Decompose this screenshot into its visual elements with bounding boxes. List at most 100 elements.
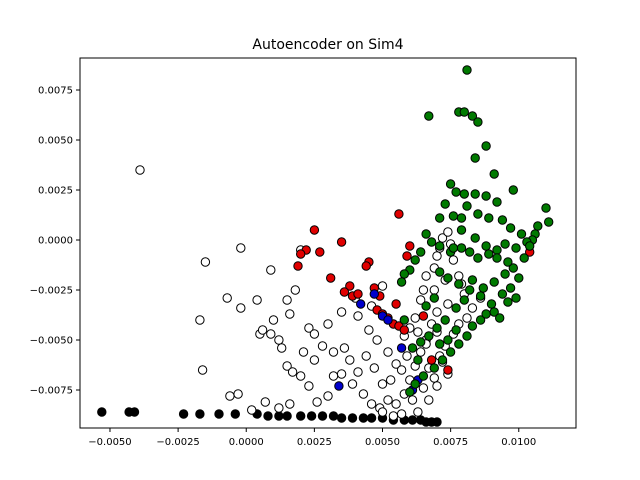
- data-point: [388, 411, 399, 421]
- data-point: [356, 299, 366, 309]
- data-point: [309, 329, 320, 339]
- data-point: [489, 277, 499, 287]
- data-point: [383, 315, 393, 325]
- data-point: [492, 245, 502, 255]
- data-point: [364, 325, 374, 335]
- data-point: [197, 365, 208, 375]
- data-point: [377, 379, 388, 389]
- data-point: [323, 319, 333, 329]
- data-point: [394, 209, 404, 219]
- data-point: [473, 253, 483, 263]
- data-point: [336, 413, 347, 423]
- data-point: [405, 387, 415, 397]
- data-point: [225, 391, 235, 401]
- data-point: [443, 227, 453, 237]
- data-point: [432, 323, 442, 333]
- data-point: [353, 311, 363, 321]
- data-point: [429, 293, 439, 303]
- data-point: [481, 309, 491, 319]
- data-point: [347, 379, 358, 389]
- data-point: [293, 261, 303, 271]
- x-tick-label: −0.0025: [156, 437, 199, 448]
- data-point: [456, 243, 467, 253]
- data-point: [454, 339, 464, 349]
- data-point: [274, 411, 284, 421]
- data-point: [230, 409, 241, 419]
- data-point: [345, 281, 355, 291]
- data-point: [443, 273, 453, 283]
- data-point: [178, 409, 189, 419]
- data-point: [421, 271, 431, 281]
- data-point: [268, 315, 279, 325]
- data-point: [282, 361, 292, 371]
- data-point: [410, 255, 420, 265]
- y-tick-label: 0.0050: [38, 136, 73, 147]
- data-point: [459, 189, 469, 199]
- data-point: [503, 297, 513, 307]
- data-point: [418, 311, 429, 321]
- x-tick-label: 0.0025: [297, 437, 332, 448]
- data-point: [448, 243, 459, 253]
- data-point: [339, 343, 350, 353]
- data-point: [454, 279, 464, 289]
- data-point: [129, 407, 140, 417]
- x-tick-label: 0.0075: [433, 437, 468, 448]
- data-point: [418, 383, 429, 393]
- data-point: [424, 111, 434, 121]
- data-point: [467, 321, 478, 331]
- data-point: [424, 331, 434, 341]
- data-point: [413, 327, 423, 337]
- data-point: [97, 407, 107, 417]
- data-point: [317, 411, 328, 421]
- data-point: [222, 293, 232, 303]
- data-point: [429, 285, 439, 295]
- data-point: [328, 411, 339, 421]
- data-point: [544, 217, 554, 227]
- data-point: [287, 367, 298, 377]
- x-tick-label: 0.0100: [501, 437, 536, 448]
- y-tick-label: −0.0075: [30, 386, 73, 397]
- data-point: [448, 255, 459, 265]
- data-point: [459, 107, 469, 117]
- data-point: [516, 229, 527, 239]
- data-point: [277, 343, 287, 353]
- data-point: [369, 289, 379, 299]
- data-point: [514, 273, 524, 283]
- data-point: [492, 253, 502, 263]
- data-point: [413, 407, 423, 417]
- data-point: [257, 325, 268, 335]
- data-point: [426, 237, 437, 247]
- x-tick-label: 0.0050: [365, 437, 400, 448]
- data-point: [511, 293, 521, 303]
- data-point: [465, 247, 475, 257]
- data-point: [353, 289, 363, 299]
- data-point: [407, 415, 418, 425]
- data-point: [274, 335, 284, 345]
- data-point: [440, 199, 450, 209]
- data-point: [309, 225, 320, 235]
- data-point: [416, 337, 426, 347]
- plot-area-frame: [79, 57, 577, 429]
- data-point: [451, 303, 461, 313]
- data-point: [467, 303, 478, 313]
- data-point: [366, 413, 377, 423]
- data-point: [519, 253, 529, 263]
- data-point: [497, 215, 508, 225]
- data-point: [296, 411, 306, 421]
- data-point: [508, 185, 518, 195]
- data-point: [456, 213, 467, 223]
- data-point: [470, 153, 480, 163]
- data-point: [391, 299, 401, 309]
- data-point: [236, 303, 246, 313]
- data-point: [418, 285, 429, 295]
- data-point: [298, 347, 309, 357]
- data-point: [473, 117, 483, 127]
- data-point: [484, 249, 494, 259]
- data-point: [429, 373, 439, 383]
- data-point: [358, 413, 369, 423]
- data-point: [503, 257, 513, 267]
- x-tick-label: 0.0000: [229, 437, 264, 448]
- data-point: [336, 369, 347, 379]
